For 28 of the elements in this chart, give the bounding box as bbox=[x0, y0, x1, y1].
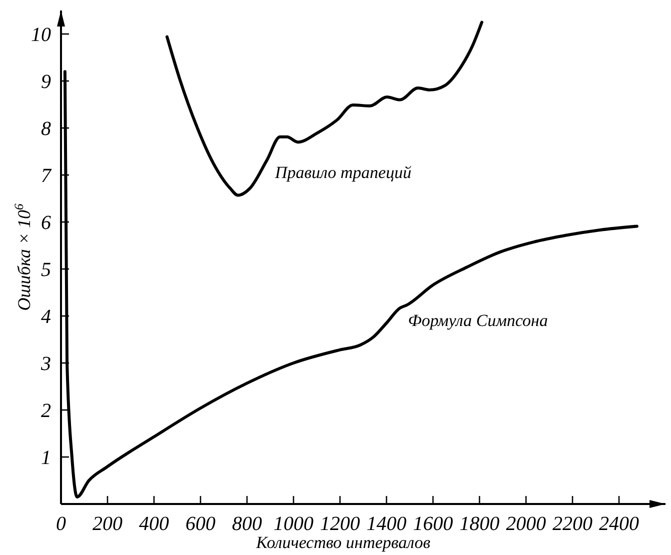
x-tick-label: 200 bbox=[92, 513, 122, 535]
x-tick-label: 1000 bbox=[274, 513, 314, 535]
y-tick-label: 4 bbox=[41, 306, 51, 328]
line-series bbox=[63, 70, 638, 498]
y-tick-label: 5 bbox=[41, 259, 51, 281]
x-tick-label: 0 bbox=[56, 513, 66, 535]
y-tick-label: 2 bbox=[41, 400, 51, 422]
annotation: Правило трапеций bbox=[274, 162, 412, 182]
x-tick-label: 1200 bbox=[320, 513, 360, 535]
y-tick-label: 10 bbox=[31, 24, 51, 46]
y-tick-label: 7 bbox=[41, 165, 52, 187]
y-tick-label: 6 bbox=[41, 212, 51, 234]
x-tick-label: 400 bbox=[139, 513, 169, 535]
x-tick-label: 1800 bbox=[460, 513, 500, 535]
x-tick-label: 2000 bbox=[506, 513, 546, 535]
x-tick-label: 800 bbox=[232, 513, 262, 535]
line-series bbox=[166, 20, 484, 197]
y-tick-label: 1 bbox=[41, 447, 51, 469]
x-tick-label: 2400 bbox=[599, 513, 639, 535]
x-axis-title: Количество интервалов bbox=[255, 533, 432, 552]
x-tick-label: 2200 bbox=[552, 513, 592, 535]
y-tick-label: 9 bbox=[41, 71, 51, 93]
x-tick-label: 600 bbox=[186, 513, 216, 535]
y-tick-label: 3 bbox=[40, 353, 51, 375]
x-tick-label: 1400 bbox=[366, 513, 406, 535]
annotation: Формула Симпсона bbox=[408, 311, 548, 330]
y-tick-label: 8 bbox=[41, 118, 51, 140]
x-tick-label: 1600 bbox=[413, 513, 453, 535]
